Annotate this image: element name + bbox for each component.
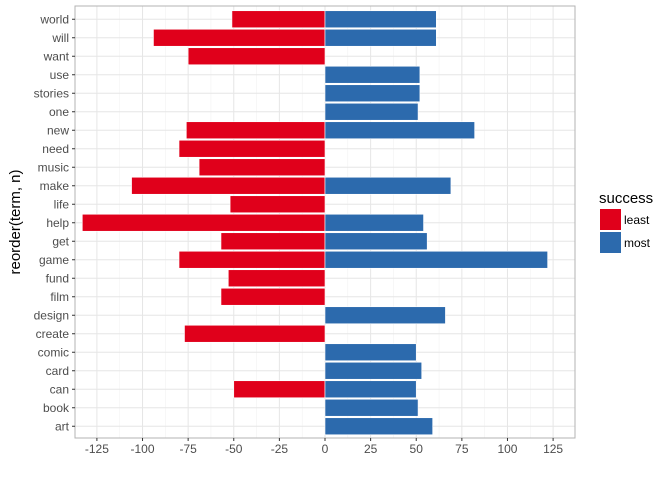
bar-most-art (324, 417, 433, 436)
x-tick-label: 25 (364, 442, 378, 456)
y-tick-label-can: can (50, 382, 69, 396)
x-tick-label: 100 (497, 442, 517, 456)
y-tick-label-film: film (50, 290, 69, 304)
bar-most-get (324, 232, 428, 251)
x-tick-label: -100 (131, 442, 155, 456)
bar-least-make (131, 176, 326, 195)
y-tick-label-music: music (38, 160, 69, 174)
bar-most-world (324, 10, 437, 29)
bar-least-film (220, 287, 326, 306)
bar-most-game (324, 250, 548, 269)
y-tick-label-fund: fund (46, 271, 69, 285)
y-tick-label-design: design (34, 308, 69, 322)
x-tick-label: 0 (322, 442, 329, 456)
legend-label-least: least (624, 213, 650, 227)
bar-most-design (324, 306, 446, 325)
bar-most-help (324, 213, 424, 232)
bar-least-get (220, 232, 326, 251)
x-tick-label: -25 (271, 442, 289, 456)
bar-least-life (229, 195, 326, 214)
bar-most-one (324, 102, 419, 121)
y-axis-title: reorder(term, n) (7, 169, 24, 274)
x-tick-label: -50 (225, 442, 243, 456)
bar-most-card (324, 361, 423, 380)
y-tick-label-use: use (50, 68, 70, 82)
x-tick-label: -75 (179, 442, 197, 456)
bar-most-book (324, 398, 419, 417)
y-tick-label-help: help (46, 216, 69, 230)
bar-least-need (178, 139, 326, 158)
y-tick-label-will: will (51, 31, 69, 45)
bar-least-new (186, 121, 326, 140)
bar-most-stories (324, 84, 421, 103)
bar-least-help (81, 213, 326, 232)
y-tick-label-art: art (55, 419, 70, 433)
y-tick-label-want: want (43, 49, 70, 63)
bar-most-comic (324, 343, 417, 362)
bar-least-fund (227, 269, 326, 288)
y-tick-label-create: create (36, 327, 70, 341)
bar-least-will (153, 28, 326, 47)
bar-least-game (178, 250, 326, 269)
bar-least-music (198, 158, 326, 177)
y-axis-ticks: world will want use stories one new need music ma… (34, 12, 75, 433)
bar-most-make (324, 176, 452, 195)
bar-most-can (324, 380, 417, 399)
bar-most-will (324, 28, 437, 47)
x-tick-label: 75 (455, 442, 469, 456)
legend-title: success (599, 190, 653, 207)
legend: success least most (599, 190, 653, 253)
legend-swatch-least (600, 209, 621, 230)
bar-least-world (231, 10, 326, 29)
x-axis-ticks: -125 -100 -75 -50 -25 0 25 50 75 100 125 (85, 438, 563, 456)
bar-most-use (324, 65, 421, 84)
y-tick-label-get: get (52, 234, 69, 248)
bars (81, 10, 548, 436)
y-tick-label-book: book (43, 401, 70, 415)
y-tick-label-card: card (46, 364, 69, 378)
y-tick-label-comic: comic (38, 345, 69, 359)
bar-most-new (324, 121, 475, 140)
y-tick-label-make: make (40, 179, 70, 193)
y-tick-label-stories: stories (34, 86, 69, 100)
y-tick-label-need: need (42, 142, 69, 156)
y-tick-label-new: new (47, 123, 69, 137)
legend-swatch-most (600, 232, 621, 253)
y-tick-label-world: world (39, 12, 69, 26)
bar-least-want (187, 47, 326, 66)
bar-least-can (233, 380, 326, 399)
y-tick-label-life: life (54, 197, 70, 211)
x-tick-label: 50 (410, 442, 424, 456)
bar-least-create (184, 324, 326, 343)
x-tick-label: 125 (543, 442, 563, 456)
x-tick-label: -125 (85, 442, 109, 456)
y-tick-label-game: game (39, 253, 69, 267)
legend-label-most: most (624, 236, 651, 250)
y-tick-label-one: one (49, 105, 69, 119)
